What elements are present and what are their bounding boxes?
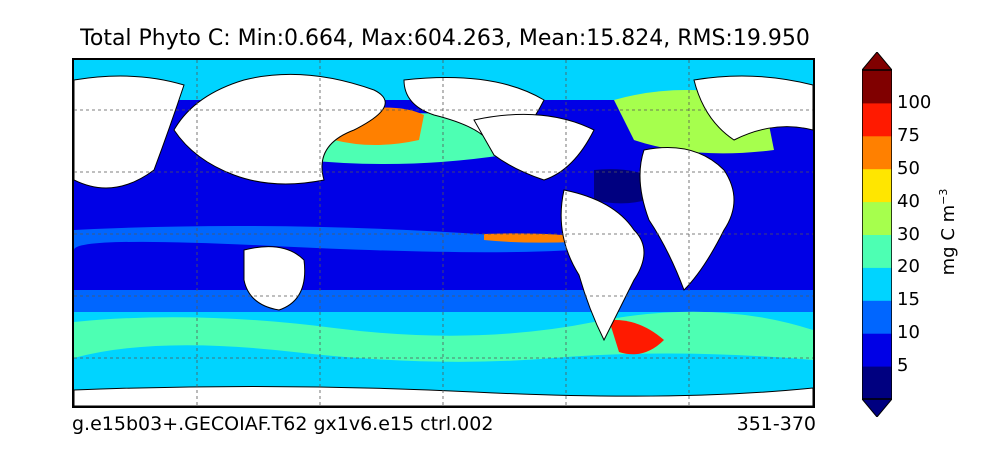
- colorbar-tick-label: 50: [897, 157, 920, 179]
- map-title: Total Phyto C: Min:0.664, Max:604.263, M…: [80, 26, 810, 51]
- colorbar-tick-label: 75: [897, 124, 920, 146]
- colorbar-segment: [862, 135, 892, 170]
- colorbar-tick-label: 5: [897, 355, 909, 377]
- colorbar-segment: [862, 300, 892, 334]
- ocean-field: [74, 60, 813, 406]
- map-panel: [72, 58, 815, 408]
- colorbar-tick-label: 15: [897, 289, 920, 311]
- time-range-label: 351-370: [736, 413, 816, 435]
- colorbar: [862, 52, 892, 417]
- colorbar-tick-label: 30: [897, 223, 920, 245]
- colorbar-segment: [862, 70, 892, 104]
- colorbar-tick-label: 20: [897, 256, 920, 278]
- run-id-label: g.e15b03+.GECOIAF.T62 gx1v6.e15 ctrl.002: [72, 413, 494, 435]
- colorbar-unit-label: mg C m−3: [937, 188, 959, 276]
- colorbar-segment: [862, 366, 892, 400]
- colorbar-tick-label: 10: [897, 322, 920, 344]
- colorbar-segment: [862, 234, 892, 268]
- colorbar-tick-label: 100: [897, 91, 932, 113]
- colorbar-segment: [862, 333, 892, 367]
- colorbar-segment: [862, 201, 892, 235]
- colorbar-segment: [862, 102, 892, 137]
- colorbar-segment: [862, 168, 892, 203]
- colorbar-segment: [862, 267, 892, 301]
- colorbar-tick-label: 40: [897, 190, 920, 212]
